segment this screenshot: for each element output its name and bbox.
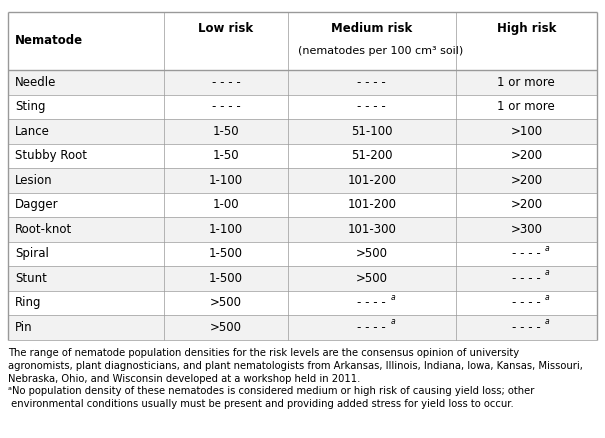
Text: >500: >500 [356, 247, 388, 260]
Text: Stubby Root: Stubby Root [15, 149, 87, 162]
Text: - - - -: - - - - [512, 296, 541, 309]
Text: Ring: Ring [15, 296, 42, 309]
Text: (nematodes per 100 cm³ soil): (nematodes per 100 cm³ soil) [298, 46, 463, 57]
Text: - - - -: - - - - [512, 321, 541, 334]
Text: a: a [545, 317, 550, 326]
Text: 1-100: 1-100 [209, 174, 243, 187]
Text: 101-200: 101-200 [347, 174, 396, 187]
Text: Needle: Needle [15, 76, 56, 89]
Text: >500: >500 [210, 321, 242, 334]
Bar [8, 119, 597, 144]
Bar [8, 168, 597, 192]
Text: The range of nematode population densities for the risk levels are the consensus: The range of nematode population densiti… [8, 347, 583, 384]
Text: - - - -: - - - - [212, 100, 240, 113]
Text: - - - -: - - - - [358, 321, 386, 334]
Text: - - - -: - - - - [212, 76, 240, 89]
Text: >500: >500 [210, 296, 242, 309]
Text: - - - -: - - - - [358, 100, 386, 113]
Text: Spiral: Spiral [15, 247, 49, 260]
Text: 1 or more: 1 or more [497, 76, 555, 89]
Text: Stunt: Stunt [15, 272, 47, 285]
Bar [8, 241, 597, 266]
Text: 1-500: 1-500 [209, 247, 243, 260]
Text: a: a [545, 268, 550, 277]
Text: 1 or more: 1 or more [497, 100, 555, 113]
Bar [8, 192, 597, 217]
Text: >300: >300 [511, 223, 542, 236]
Text: - - - -: - - - - [358, 76, 386, 89]
Text: >500: >500 [356, 272, 388, 285]
Text: >100: >100 [510, 125, 542, 138]
Text: 1-50: 1-50 [212, 125, 239, 138]
Text: 101-200: 101-200 [347, 198, 396, 211]
Text: High risk: High risk [497, 22, 556, 35]
Bar [8, 217, 597, 241]
Text: 1-50: 1-50 [212, 149, 239, 162]
Text: a: a [390, 293, 395, 302]
Text: >200: >200 [510, 149, 542, 162]
Text: >200: >200 [510, 198, 542, 211]
Text: Medium risk: Medium risk [331, 22, 413, 35]
Text: Root-knot: Root-knot [15, 223, 72, 236]
Bar [8, 95, 597, 119]
Text: 1-100: 1-100 [209, 223, 243, 236]
Text: >200: >200 [510, 174, 542, 187]
Bar [8, 70, 597, 95]
Text: Sting: Sting [15, 100, 45, 113]
Text: Lesion: Lesion [15, 174, 53, 187]
Text: Pin: Pin [15, 321, 33, 334]
Text: 51-100: 51-100 [351, 125, 393, 138]
Text: - - - -: - - - - [358, 296, 386, 309]
Text: - - - -: - - - - [512, 247, 541, 260]
Text: 1-00: 1-00 [212, 198, 239, 211]
Bar [8, 266, 597, 290]
Text: Nematode: Nematode [15, 35, 83, 47]
Text: 1-500: 1-500 [209, 272, 243, 285]
Bar [8, 144, 597, 168]
Bar [8, 315, 597, 339]
Text: a: a [545, 244, 550, 253]
Text: 51-200: 51-200 [351, 149, 393, 162]
Text: Lance: Lance [15, 125, 50, 138]
Text: 101-300: 101-300 [347, 223, 396, 236]
Bar [8, 290, 597, 315]
Text: a: a [390, 317, 395, 326]
Text: Dagger: Dagger [15, 198, 59, 211]
Text: Low risk: Low risk [198, 22, 253, 35]
Text: a: a [545, 293, 550, 302]
Text: ᵃNo population density of these nematodes is considered medium or high risk of c: ᵃNo population density of these nematode… [8, 385, 534, 409]
Text: - - - -: - - - - [512, 272, 541, 285]
